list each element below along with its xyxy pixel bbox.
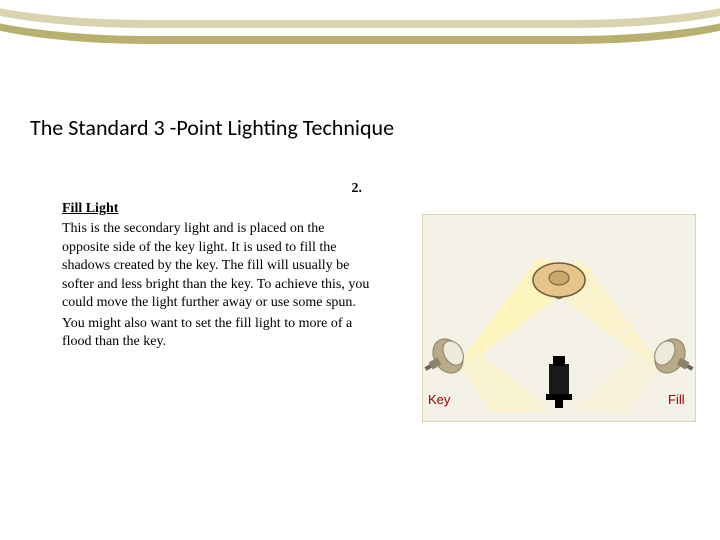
fill-light-paragraph-1: This is the secondary light and is place… [62,220,374,312]
fill-light-subheading: Fill Light [62,200,374,218]
subject-crown [549,271,569,285]
diagram-svg [422,214,696,422]
decorative-header-band [0,0,720,56]
fill-light-paragraph-2: You might also want to set the fill ligh… [62,315,374,352]
list-number: 2. [352,180,363,198]
slide-title: The Standard 3 -Point Lighting Technique [30,114,394,141]
fill-label: Fill [668,392,685,407]
lighting-setup-diagram: Key Fill [422,214,696,422]
band-core [0,0,720,20]
body-text-block: 2. Fill Light This is the secondary ligh… [62,184,374,354]
key-label: Key [428,392,450,407]
